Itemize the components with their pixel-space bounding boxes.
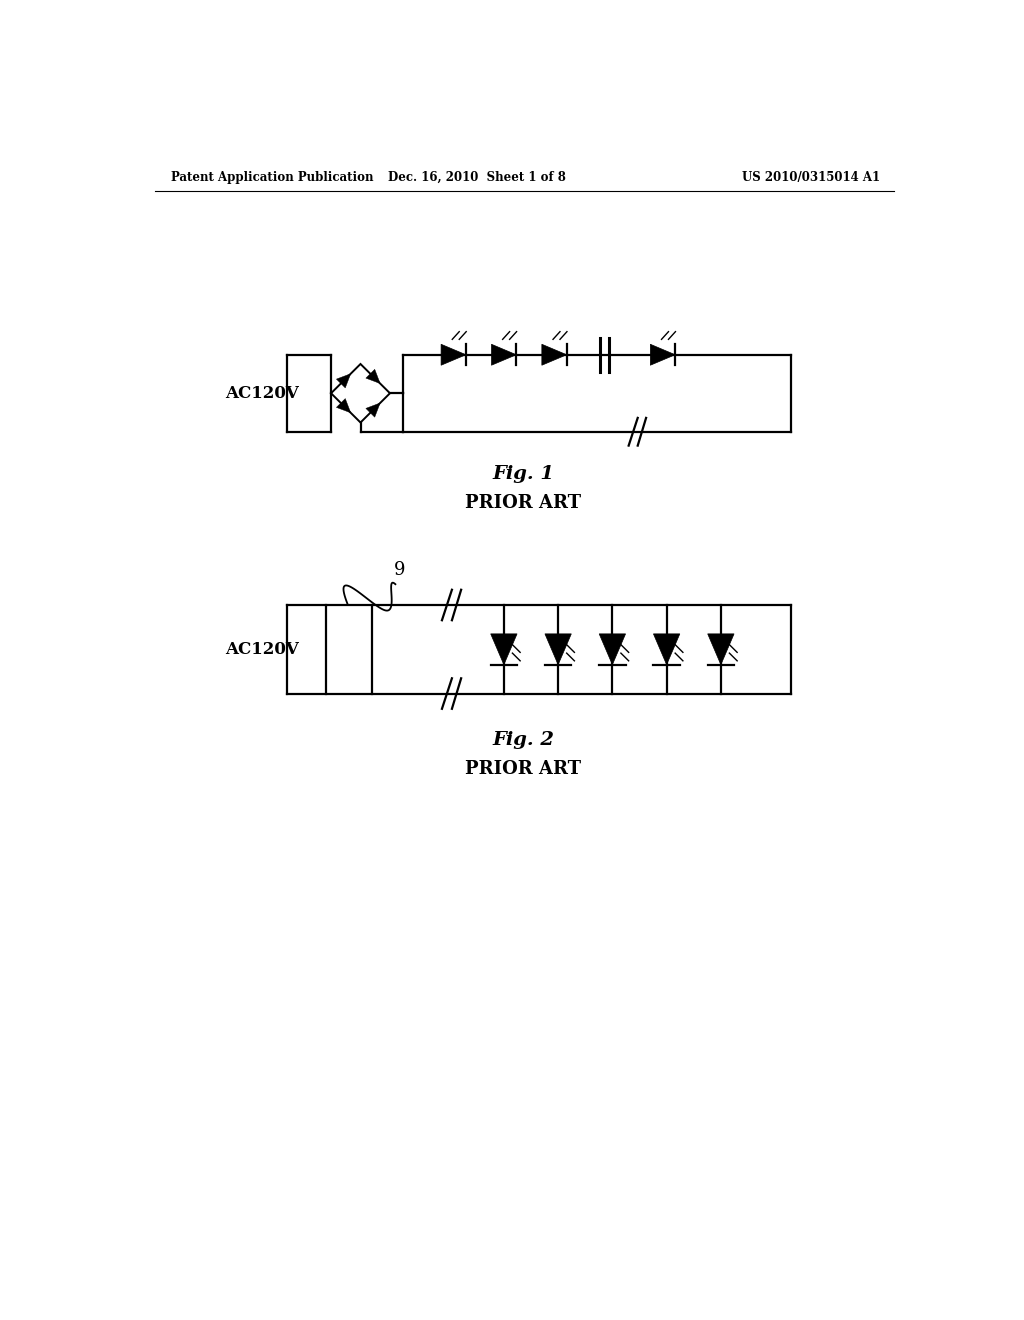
Text: AC120V: AC120V	[225, 384, 299, 401]
Polygon shape	[650, 345, 675, 366]
Polygon shape	[542, 345, 566, 366]
Text: US 2010/0315014 A1: US 2010/0315014 A1	[741, 172, 880, 185]
Text: Fig. 2: Fig. 2	[493, 731, 554, 748]
Text: AC120V: AC120V	[225, 640, 299, 657]
Polygon shape	[441, 345, 466, 366]
Polygon shape	[490, 634, 517, 665]
Polygon shape	[366, 403, 380, 417]
Text: Dec. 16, 2010  Sheet 1 of 8: Dec. 16, 2010 Sheet 1 of 8	[388, 172, 565, 185]
Text: Patent Application Publication: Patent Application Publication	[171, 172, 373, 185]
Polygon shape	[337, 399, 350, 413]
Text: PRIOR ART: PRIOR ART	[465, 760, 582, 777]
Polygon shape	[545, 634, 571, 665]
Polygon shape	[653, 634, 680, 665]
Text: Fig. 1: Fig. 1	[493, 465, 554, 483]
Polygon shape	[366, 370, 380, 384]
Text: 9: 9	[393, 561, 406, 579]
Polygon shape	[337, 374, 350, 388]
Bar	[326, 605, 372, 693]
Polygon shape	[708, 634, 734, 665]
Polygon shape	[599, 634, 626, 665]
Text: PRIOR ART: PRIOR ART	[465, 495, 582, 512]
Polygon shape	[492, 345, 516, 366]
